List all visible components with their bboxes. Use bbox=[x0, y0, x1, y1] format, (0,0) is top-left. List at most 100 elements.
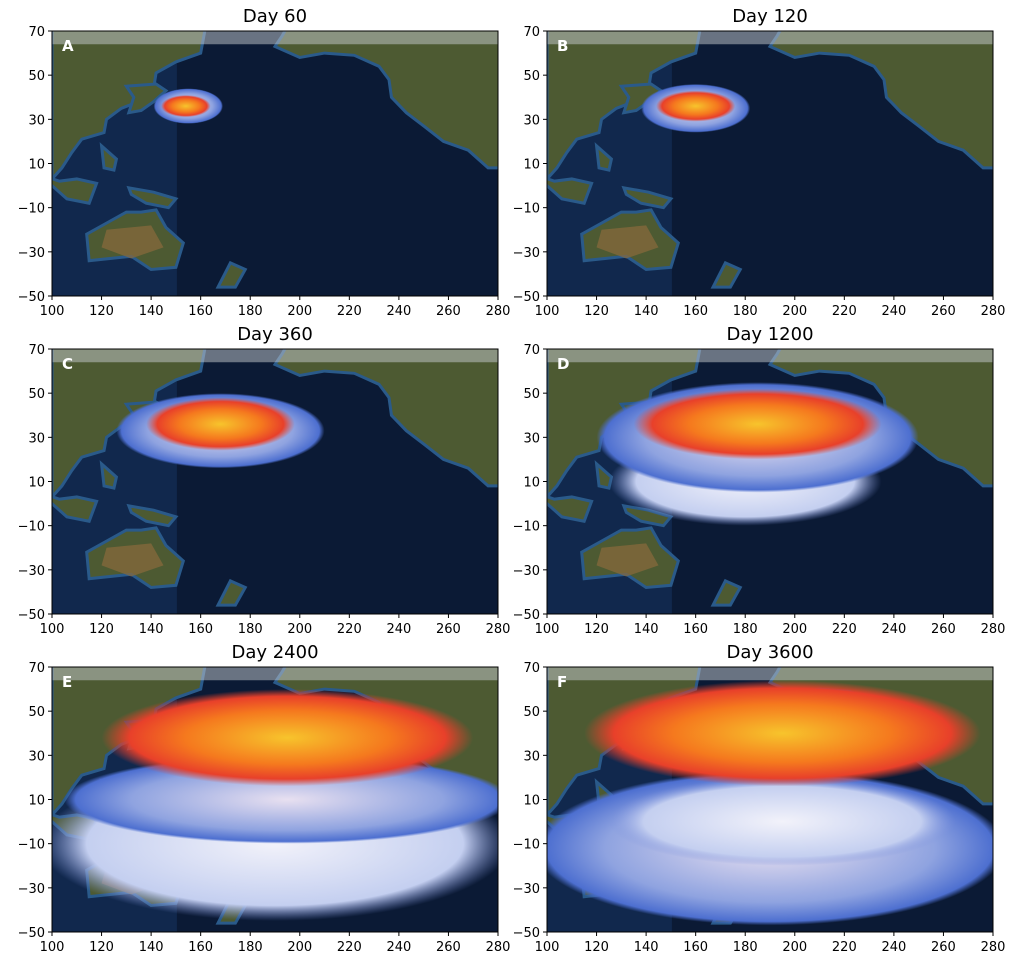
panel-label: A bbox=[62, 37, 74, 55]
ice bbox=[52, 349, 498, 363]
y-tick-label: 10 bbox=[28, 794, 45, 809]
x-tick-label: 240 bbox=[881, 940, 906, 955]
y-tick-label: −10 bbox=[18, 520, 45, 535]
y-tick-label: −50 bbox=[18, 926, 45, 941]
land bbox=[215, 260, 248, 289]
x-tick-label: 280 bbox=[981, 940, 1006, 955]
x-tick-label: 240 bbox=[881, 622, 906, 637]
land bbox=[123, 82, 169, 115]
panel-label: D bbox=[557, 355, 569, 373]
y-tick-label: 70 bbox=[28, 25, 45, 40]
x-tick-label: 100 bbox=[40, 940, 65, 955]
x-tick-label: 220 bbox=[337, 304, 362, 319]
x-tick-label: 260 bbox=[436, 622, 461, 637]
land bbox=[710, 578, 743, 607]
x-tick-label: 280 bbox=[486, 622, 511, 637]
map-panel: E Day 2400 100 120 140 160 180 200 220 240 260 280 7… bbox=[18, 642, 511, 955]
y-tick-label: −30 bbox=[18, 564, 45, 579]
y-tick-label: 30 bbox=[523, 431, 540, 446]
x-tick-label: 160 bbox=[683, 304, 708, 319]
x-tick-label: 200 bbox=[782, 622, 807, 637]
land bbox=[272, 349, 498, 488]
x-tick-label: 280 bbox=[486, 940, 511, 955]
x-tick-label: 180 bbox=[238, 622, 263, 637]
panel-label: E bbox=[62, 673, 72, 691]
x-tick-label: 100 bbox=[535, 940, 560, 955]
map bbox=[52, 31, 498, 296]
y-tick-label: −10 bbox=[18, 838, 45, 853]
desert bbox=[101, 543, 164, 577]
land bbox=[272, 31, 498, 170]
x-tick-label: 220 bbox=[337, 940, 362, 955]
y-tick-label: −50 bbox=[18, 290, 45, 305]
y-tick-label: 30 bbox=[523, 113, 540, 128]
desert bbox=[596, 543, 659, 577]
x-tick-label: 260 bbox=[931, 622, 956, 637]
y-tick-label: 10 bbox=[523, 794, 540, 809]
plume bbox=[101, 689, 474, 787]
x-tick-label: 120 bbox=[584, 622, 609, 637]
y-tick-label: −30 bbox=[18, 882, 45, 897]
x-tick-label: 120 bbox=[584, 304, 609, 319]
y-tick-label: −50 bbox=[513, 926, 540, 941]
plume bbox=[161, 95, 211, 118]
x-tick-label: 200 bbox=[287, 622, 312, 637]
y-tick-label: −30 bbox=[513, 882, 540, 897]
x-tick-label: 160 bbox=[683, 622, 708, 637]
x-tick-label: 220 bbox=[832, 622, 857, 637]
x-tick-label: 160 bbox=[683, 940, 708, 955]
plume bbox=[608, 777, 956, 866]
y-tick-label: 70 bbox=[523, 661, 540, 676]
y-tick-label: 30 bbox=[28, 113, 45, 128]
plume bbox=[633, 388, 882, 460]
y-tick-label: 70 bbox=[523, 25, 540, 40]
y-tick-label: −30 bbox=[513, 564, 540, 579]
x-tick-label: 140 bbox=[634, 304, 659, 319]
x-tick-label: 280 bbox=[486, 304, 511, 319]
land bbox=[126, 185, 179, 210]
panel-label: F bbox=[557, 673, 567, 691]
x-tick-label: 180 bbox=[733, 304, 758, 319]
x-tick-label: 180 bbox=[238, 940, 263, 955]
map bbox=[547, 349, 993, 614]
y-tick-label: 70 bbox=[523, 343, 540, 358]
x-tick-label: 260 bbox=[436, 304, 461, 319]
land bbox=[126, 503, 179, 528]
x-tick-label: 240 bbox=[386, 622, 411, 637]
panel-title: Day 2400 bbox=[231, 642, 318, 663]
land bbox=[99, 460, 119, 490]
land bbox=[767, 31, 993, 170]
ice bbox=[52, 667, 498, 681]
y-tick-label: 30 bbox=[28, 431, 45, 446]
desert bbox=[101, 225, 164, 259]
plume bbox=[584, 680, 981, 787]
x-tick-label: 160 bbox=[188, 622, 213, 637]
y-tick-label: 50 bbox=[28, 705, 45, 720]
land bbox=[547, 495, 594, 523]
y-tick-label: 50 bbox=[523, 387, 540, 402]
panel-title: Day 3600 bbox=[726, 642, 813, 663]
plume bbox=[146, 397, 295, 451]
x-tick-label: 260 bbox=[436, 940, 461, 955]
map-panel: B Day 120 100 120 140 160 180 200 220 240 260 280 70… bbox=[513, 6, 1006, 319]
land bbox=[547, 31, 702, 182]
panel-title: Day 60 bbox=[243, 6, 307, 27]
y-tick-label: 10 bbox=[28, 476, 45, 491]
ice bbox=[547, 667, 993, 681]
panel-title: Day 1200 bbox=[726, 324, 813, 345]
y-tick-label: 70 bbox=[28, 661, 45, 676]
land bbox=[594, 460, 614, 490]
y-tick-label: 30 bbox=[28, 749, 45, 764]
x-tick-label: 220 bbox=[337, 622, 362, 637]
y-tick-label: −50 bbox=[513, 608, 540, 623]
ice bbox=[547, 31, 993, 45]
map-panel: D Day 1200 100 120 140 160 180 200 220 240 260 280 7… bbox=[513, 324, 1006, 637]
map-panel: F Day 3600 100 120 140 160 180 200 220 240 260 280 7… bbox=[513, 642, 1006, 955]
y-tick-label: −50 bbox=[18, 608, 45, 623]
land bbox=[52, 495, 99, 523]
panel-label: C bbox=[62, 355, 73, 373]
x-tick-label: 120 bbox=[89, 304, 114, 319]
y-tick-label: −50 bbox=[513, 290, 540, 305]
land bbox=[52, 177, 99, 205]
